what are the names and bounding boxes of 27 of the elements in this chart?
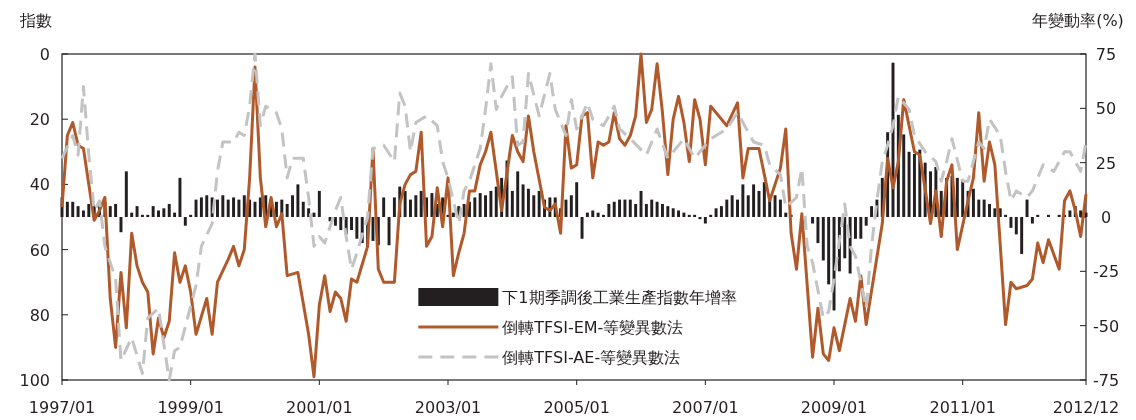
x-tick-label: 1997/01 <box>28 398 96 417</box>
legend-label: 下1期季調後工業生產指數年增率 <box>502 288 737 307</box>
x-tick-label: 2003/01 <box>414 398 482 417</box>
x-tick-label: 2011/01 <box>929 398 996 417</box>
x-tick-label: 1999/01 <box>157 398 224 417</box>
y2-tick-label: 25 <box>1095 153 1117 173</box>
x-tick-label: 2001/01 <box>286 398 353 417</box>
y-axis-title: 指數 <box>19 11 52 30</box>
y2-axis-title: 年變動率(%) <box>1032 11 1124 30</box>
y2-tick-label: -75 <box>1092 371 1120 390</box>
y-tick-label: 40 <box>29 175 50 195</box>
x-tick-label: 2009/01 <box>800 398 868 417</box>
y2-tick-label: -25 <box>1092 262 1120 282</box>
y-tick-label: 80 <box>29 305 50 325</box>
y2-tick-label: 75 <box>1095 45 1117 64</box>
y2-tick-label: 50 <box>1095 99 1117 119</box>
y-tick-label: 0 <box>39 45 50 64</box>
y-tick-label: 20 <box>29 110 50 130</box>
x-tick-label: 2005/01 <box>543 398 610 417</box>
y-tick-label: 60 <box>29 240 50 260</box>
y2-tick-label: -50 <box>1092 316 1120 336</box>
y-tick-label: 100 <box>19 371 50 390</box>
x-tick-label: 2012/12 <box>1052 398 1120 417</box>
legend-label: 倒轉TFSI-EM-等變異數法 <box>502 318 684 337</box>
legend-label: 倒轉TFSI-AE-等變異數法 <box>502 348 681 367</box>
y2-tick-label: 0 <box>1100 208 1112 227</box>
x-tick-label: 2007/01 <box>672 398 739 417</box>
